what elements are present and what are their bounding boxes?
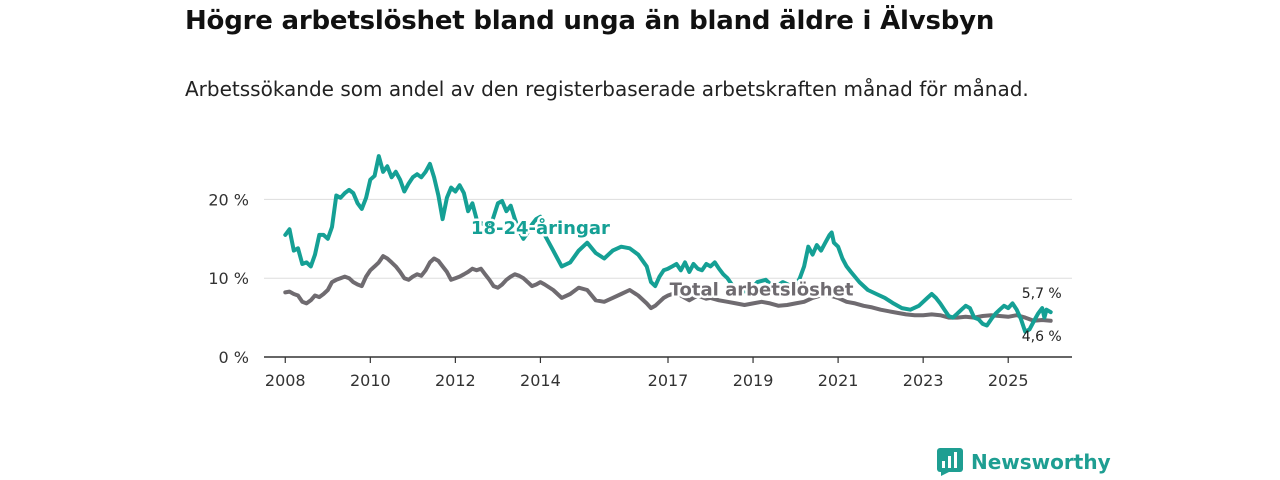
y-tick-label: 0 % <box>219 348 249 367</box>
series-line-total <box>283 254 1053 323</box>
x-tick-label: 2010 <box>350 371 391 390</box>
series-lines <box>283 154 1053 334</box>
series-labels: 18-24-åringar Total arbetslöshet 5,7 % 4,6 … <box>468 215 1062 345</box>
gridlines <box>264 198 1072 279</box>
series-label-total: Total arbetslöshet <box>670 280 854 301</box>
x-tick-label: 2008 <box>265 371 306 390</box>
brand-name: Newsworthy <box>971 450 1111 474</box>
x-axis: 2008 2010 2012 2014 2017 2019 2021 2023 2025 <box>264 356 1072 390</box>
x-tick-label: 2023 <box>903 371 944 390</box>
end-value-total: 4,6 % <box>1022 329 1062 345</box>
y-tick-label: 10 % <box>208 269 249 288</box>
x-tick-label: 2017 <box>648 371 689 390</box>
end-value-youth: 5,7 % <box>1022 286 1062 302</box>
series-line-youth <box>283 154 1053 334</box>
chart-subtitle: Arbetssökande som andel av den registerb… <box>185 77 1029 101</box>
x-tick-label: 2025 <box>988 371 1029 390</box>
chart-title: Högre arbetslöshet bland unga än bland ä… <box>185 6 995 36</box>
x-tick-label: 2019 <box>733 371 774 390</box>
y-axis: 0 % 10 % 20 % <box>208 190 249 367</box>
x-tick-label: 2021 <box>818 371 859 390</box>
newsworthy-logo-icon <box>937 448 963 476</box>
x-tick-label: 2014 <box>520 371 561 390</box>
series-label-youth: 18-24-åringar <box>471 217 610 239</box>
brand: Newsworthy <box>937 448 1111 476</box>
y-tick-label: 20 % <box>208 190 249 209</box>
x-tick-label: 2012 <box>435 371 476 390</box>
